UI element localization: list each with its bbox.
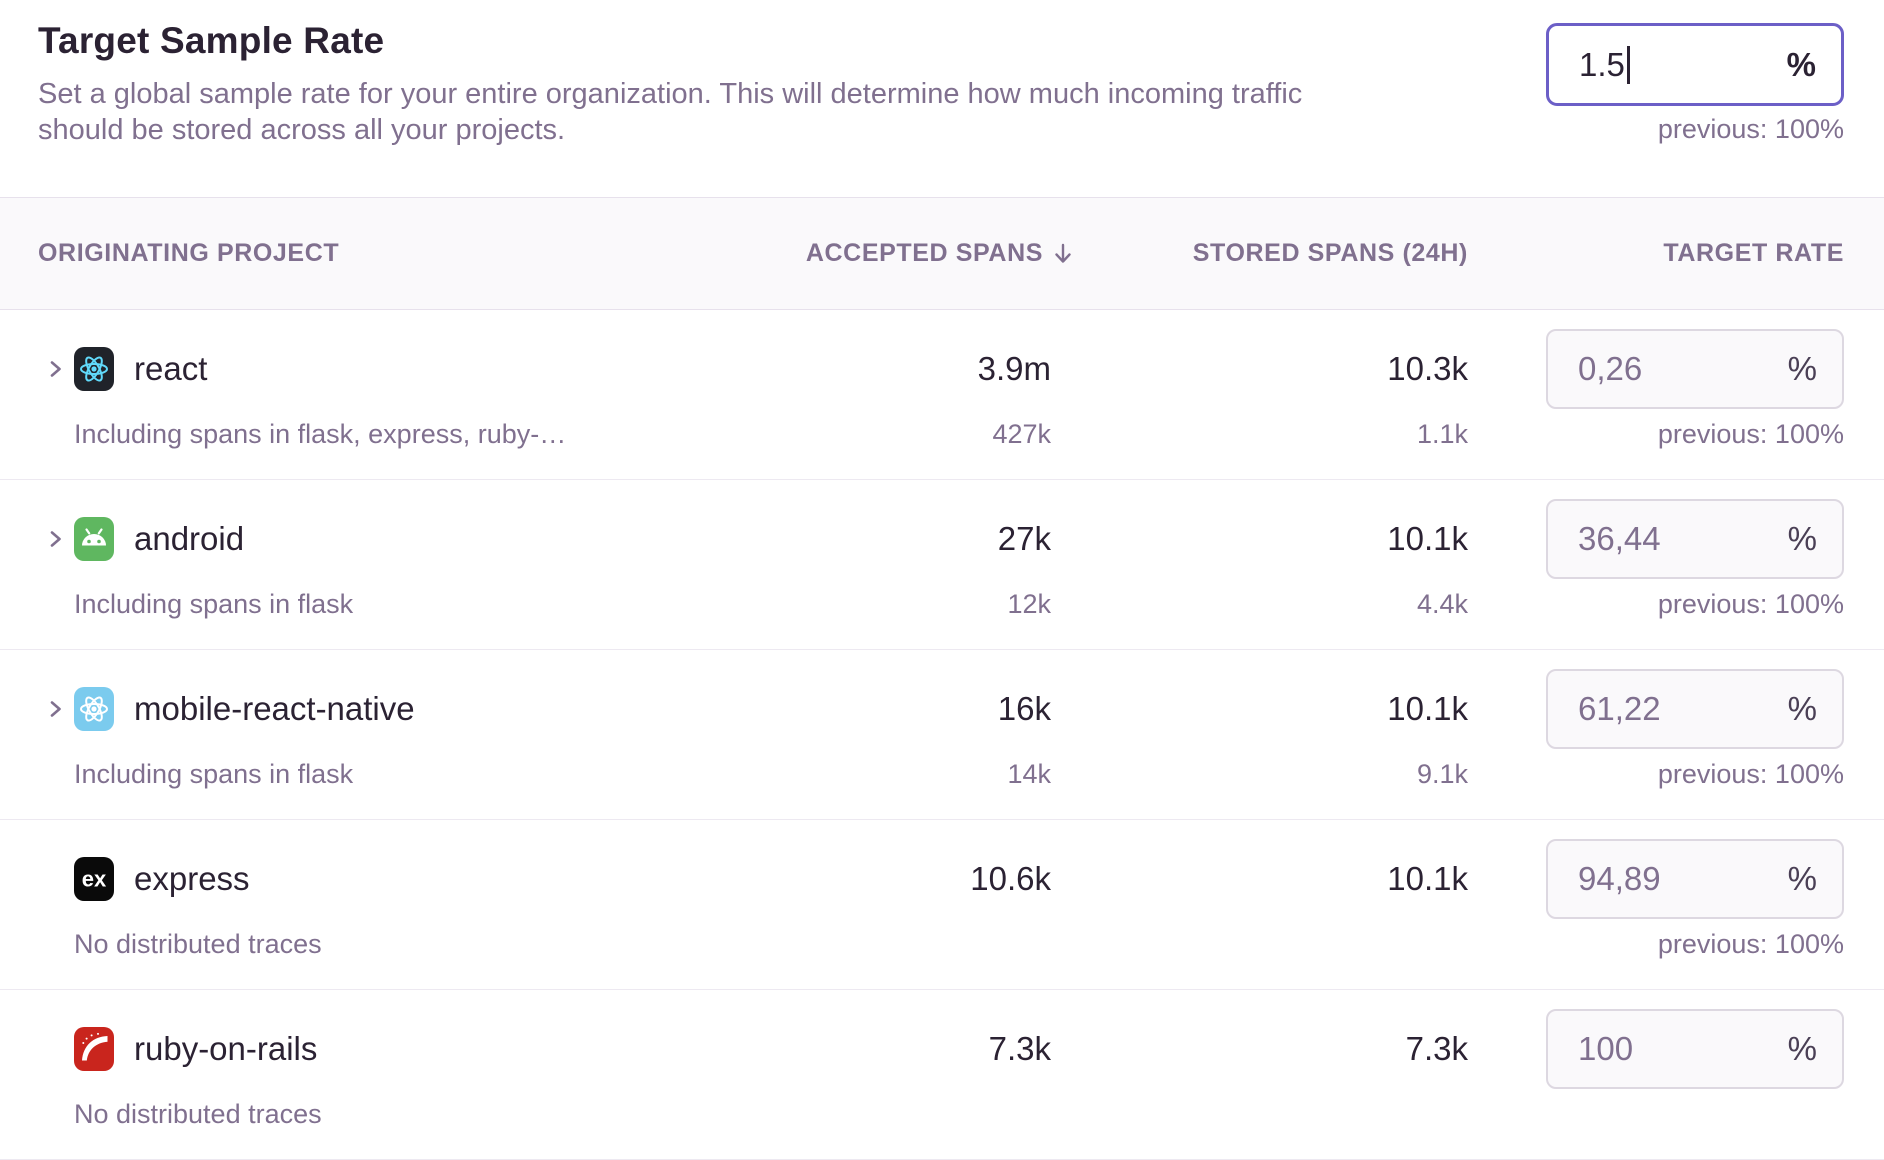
stored-spans-value: 10.1k: [1387, 520, 1468, 557]
previous-rate: previous: 100%: [1657, 928, 1844, 959]
stored-spans-subvalue: 1.1k: [1416, 418, 1468, 449]
react-native-project-icon: [74, 687, 114, 731]
previous-rate: previous: 100%: [1657, 418, 1844, 449]
percent-suffix: %: [1787, 520, 1817, 557]
project-name: mobile-react-native: [134, 690, 415, 727]
stored-spans-value: 10.1k: [1387, 690, 1468, 727]
target-rate-input[interactable]: 94,89 %: [1546, 839, 1844, 919]
project-subtext: No distributed traces: [74, 1098, 322, 1129]
description-line-1: Set a global sample rate for your entire…: [38, 78, 1303, 110]
stored-spans-value: 10.1k: [1387, 860, 1468, 897]
expand-chevron-icon[interactable]: [44, 528, 66, 550]
global-target-rate-input[interactable]: 1.5 %: [1546, 23, 1844, 106]
target-rate-value: 36,44: [1578, 520, 1661, 557]
stored-spans-value: 7.3k: [1405, 1030, 1468, 1067]
project-subtext: Including spans in flask, express, ruby-…: [74, 418, 567, 449]
project-name: react: [134, 350, 208, 387]
percent-suffix: %: [1787, 690, 1817, 727]
sort-descending-icon: [1055, 243, 1071, 263]
table-header-row: ORIGINATING PROJECT ACCEPTED SPANS STORE…: [0, 197, 1884, 310]
percent-suffix: %: [1787, 1030, 1817, 1067]
previous-rate: previous: 100%: [1657, 588, 1844, 619]
project-row-android: android 27k 10.1k 36,44 % Including span…: [0, 480, 1884, 650]
column-header-target-rate: TARGET RATE: [1663, 239, 1844, 267]
react-project-icon: [74, 347, 114, 391]
column-header-accepted-spans[interactable]: ACCEPTED SPANS: [751, 239, 1071, 268]
target-sample-rate-section: Target Sample Rate Set a global sample r…: [0, 0, 1884, 197]
project-subtext: No distributed traces: [74, 928, 322, 959]
target-rate-input[interactable]: 36,44 %: [1546, 499, 1844, 579]
accepted-spans-subvalue: 12k: [1007, 588, 1051, 619]
target-rate-input[interactable]: 100 %: [1546, 1009, 1844, 1089]
text-cursor: [1626, 45, 1630, 84]
project-subtext: Including spans in flask: [74, 758, 354, 789]
project-subtext: Including spans in flask: [74, 588, 354, 619]
percent-suffix: %: [1787, 350, 1817, 387]
target-rate-value: 100: [1578, 1030, 1634, 1067]
stored-spans-subvalue: 9.1k: [1416, 758, 1468, 789]
stored-spans-value: 10.3k: [1387, 350, 1468, 387]
accepted-spans-value: 10.6k: [970, 860, 1051, 897]
column-header-stored-spans: STORED SPANS (24H): [1192, 239, 1468, 267]
accepted-spans-value: 27k: [997, 520, 1051, 557]
percent-suffix: %: [1786, 45, 1816, 83]
target-rate-value: 94,89: [1578, 860, 1661, 897]
project-name: express: [134, 860, 250, 897]
project-row-express: ex express 10.6k 10.1k 94,89 % No distri…: [0, 820, 1884, 990]
percent-suffix: %: [1787, 860, 1817, 897]
svg-text:ex: ex: [82, 867, 107, 892]
global-rate-value: 1.5: [1579, 45, 1625, 83]
accepted-spans-label: ACCEPTED SPANS: [805, 239, 1043, 267]
target-rate-input[interactable]: 0,26 %: [1546, 329, 1844, 409]
stored-spans-subvalue: 4.4k: [1416, 588, 1468, 619]
target-rate-value: 61,22: [1578, 690, 1661, 727]
accepted-spans-subvalue: 14k: [1007, 758, 1051, 789]
target-rate-input[interactable]: 61,22 %: [1546, 669, 1844, 749]
project-row-ruby-on-rails: ruby-on-rails 7.3k 7.3k 100 % No distrib…: [0, 990, 1884, 1160]
accepted-spans-value: 3.9m: [977, 350, 1051, 387]
previous-rate: previous: 100%: [1657, 758, 1844, 789]
rails-project-icon: [74, 1027, 114, 1071]
page-title: Target Sample Rate: [38, 20, 385, 61]
description-line-2: should be stored across all your project…: [38, 113, 566, 146]
target-rate-value: 0,26: [1578, 350, 1643, 387]
project-name: ruby-on-rails: [134, 1030, 318, 1067]
android-project-icon: [74, 517, 114, 561]
project-row-mobile-react-native: mobile-react-native 16k 10.1k 61,22 % In…: [0, 650, 1884, 820]
expand-chevron-icon[interactable]: [44, 358, 66, 380]
column-header-originating-project: ORIGINATING PROJECT: [38, 239, 340, 267]
express-project-icon: ex: [74, 857, 114, 901]
page-description: Set a global sample rate for your entire…: [38, 77, 1302, 149]
accepted-spans-subvalue: 427k: [992, 418, 1051, 449]
expand-chevron-icon[interactable]: [44, 698, 66, 720]
project-name: android: [134, 520, 245, 557]
project-row-react: react 3.9m 10.3k 0,26 % Including spans …: [0, 310, 1884, 480]
global-previous-rate: previous: 100%: [1657, 114, 1844, 144]
accepted-spans-value: 7.3k: [988, 1030, 1051, 1067]
accepted-spans-value: 16k: [997, 690, 1051, 727]
